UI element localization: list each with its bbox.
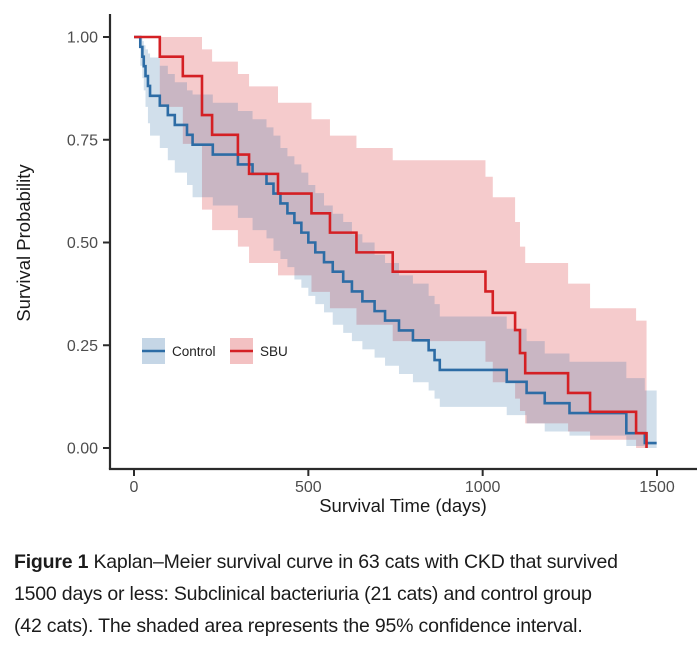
figure-label: Figure 1 [14,551,89,573]
figure-caption: Figure 1 Kaplan–Meier survival curve in … [14,546,690,642]
y-tick-label: 0.00 [67,441,98,458]
caption-line-2: 1500 days or less: Subclinical bacteriur… [14,583,592,605]
x-tick-label: 500 [295,479,322,496]
km-curve-sbu [134,35,648,448]
legend: Control SBU [142,338,288,364]
km-curves [134,35,657,448]
caption-line-3: (42 cats). The shaded area represents th… [14,615,583,637]
caption-line-1: Figure 1 Kaplan–Meier survival curve in … [14,546,690,578]
x-tick-label: 0 [130,479,139,496]
x-axis-title: Survival Time (days) [319,495,487,516]
axis-tick-labels: 1.00 0.75 0.50 0.25 0.00 0 500 1000 1500 [67,30,675,497]
ci-band-sbu [134,37,647,448]
y-tick-label: 0.75 [67,132,98,149]
ci-band-control [134,37,657,448]
y-tick-label: 1.00 [67,30,98,47]
y-tick-label: 0.50 [67,235,98,252]
y-tick-label: 0.25 [67,338,98,355]
km-curve-control [134,35,657,445]
x-tick-label: 1000 [465,479,501,496]
kaplan-meier-chart: 1.00 0.75 0.50 0.25 0.00 0 500 1000 1500 Control… [13,14,697,516]
caption-text-1: Kaplan–Meier survival curve in 63 cats w… [93,551,618,573]
survival-chart-svg: 1.00 0.75 0.50 0.25 0.00 0 500 1000 1500 Control… [13,14,697,516]
axes [103,14,697,476]
x-tick-label: 1500 [639,479,675,496]
ci-bands [134,37,657,448]
legend-label-sbu: SBU [260,344,288,359]
legend-label-control: Control [172,344,216,359]
y-axis-title: Survival Probability [13,164,34,322]
